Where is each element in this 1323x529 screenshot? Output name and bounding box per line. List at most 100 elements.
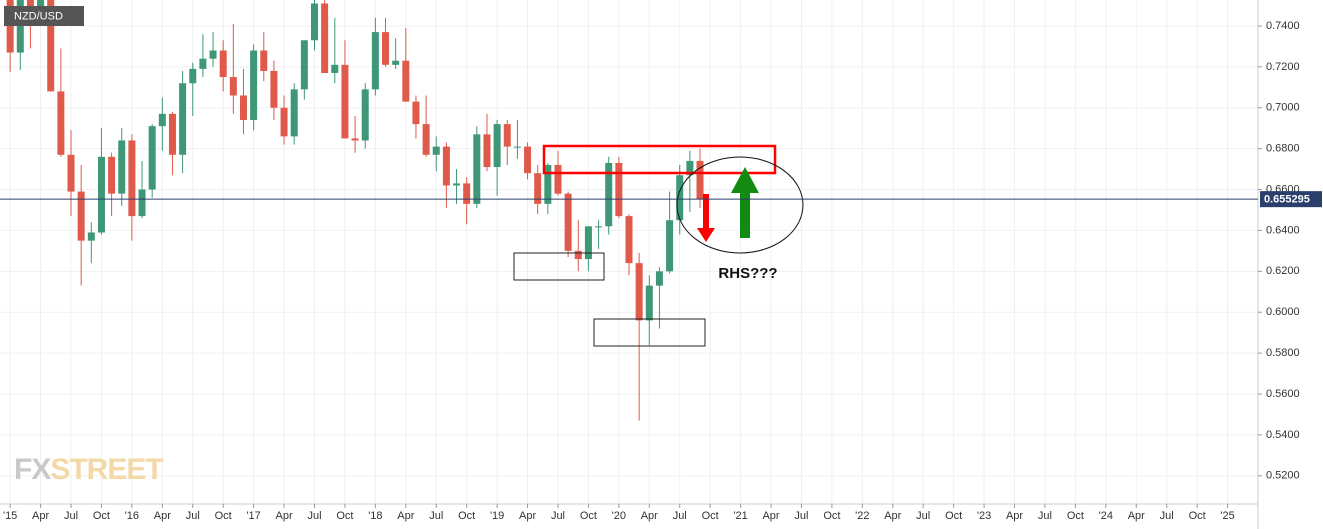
y-tick-label: 0.6800	[1266, 143, 1300, 155]
x-tick-label: Apr	[276, 510, 293, 522]
x-tick-label: Oct	[823, 510, 840, 522]
candle-body	[16, 0, 24, 53]
x-tick-label: '24	[1099, 510, 1113, 522]
candle-body	[402, 60, 410, 102]
candle-body	[168, 113, 176, 155]
candle-body	[595, 226, 603, 228]
x-tick-label: Apr	[884, 510, 901, 522]
candle-body	[209, 50, 217, 59]
candle-body	[67, 154, 75, 192]
x-tick-label: Oct	[702, 510, 719, 522]
up-arrow	[731, 167, 759, 238]
y-tick-label: 0.6200	[1266, 265, 1300, 277]
y-tick-label: 0.7200	[1266, 61, 1300, 73]
x-tick-label: Apr	[154, 510, 171, 522]
candle-body	[138, 189, 146, 217]
candles	[6, 0, 704, 421]
x-tick-label: Apr	[1006, 510, 1023, 522]
candle-body	[544, 165, 552, 204]
candle-body	[382, 32, 390, 65]
x-tick-label: Oct	[945, 510, 962, 522]
annotation-text: RHS???	[718, 265, 777, 282]
candle-body	[412, 101, 420, 125]
x-tick-label: Jul	[673, 510, 687, 522]
x-tick-label: Oct	[1189, 510, 1206, 522]
support-box	[513, 252, 605, 281]
y-tick-label: 0.5600	[1266, 388, 1300, 400]
x-tick-label: '16	[125, 510, 139, 522]
candle-body	[534, 173, 542, 204]
x-tick-label: Apr	[641, 510, 658, 522]
candle-body	[453, 183, 461, 186]
candle-body	[300, 40, 308, 90]
candle-body	[229, 77, 237, 96]
x-tick-label: Apr	[397, 510, 414, 522]
grid	[0, 0, 1258, 504]
candle-body	[26, 0, 34, 10]
candle-body	[280, 107, 288, 137]
x-tick-label: '19	[490, 510, 504, 522]
candle-body	[584, 226, 592, 260]
x-tick-label: Jul	[307, 510, 321, 522]
candle-body	[179, 83, 187, 155]
x-tick-label: Jul	[1038, 510, 1052, 522]
y-tick-label: 0.6400	[1266, 224, 1300, 236]
candle-body	[493, 124, 501, 168]
x-tick-label: Oct	[458, 510, 475, 522]
x-tick-label: Jul	[916, 510, 930, 522]
candle-body	[361, 89, 369, 141]
candle-body	[270, 70, 278, 108]
candle-body	[331, 64, 339, 73]
pattern-circle	[676, 156, 804, 254]
x-tick-label: Jul	[186, 510, 200, 522]
x-tick-label: Oct	[215, 510, 232, 522]
x-tick-label: Apr	[32, 510, 49, 522]
candle-body	[97, 156, 105, 233]
candle-body	[87, 232, 95, 241]
x-tick-label: Apr	[519, 510, 536, 522]
candle-body	[655, 271, 663, 286]
candle-body	[321, 3, 329, 73]
x-tick-label: Jul	[64, 510, 78, 522]
candle-body	[341, 64, 349, 139]
candle-body	[57, 91, 65, 155]
x-tick-label: Jul	[429, 510, 443, 522]
x-tick-label: '21	[733, 510, 747, 522]
candle-body	[6, 0, 14, 53]
candle-body	[625, 216, 633, 264]
x-tick-label: '15	[3, 510, 17, 522]
y-tick-label: 0.5800	[1266, 347, 1300, 359]
candle-body	[148, 126, 156, 190]
candle-body	[108, 156, 116, 194]
candle-body	[199, 58, 207, 69]
x-tick-label: Apr	[1128, 510, 1145, 522]
candle-body	[645, 285, 653, 321]
candle-body	[524, 146, 532, 174]
watermark-part: STREET	[50, 453, 163, 486]
candle-body	[189, 68, 197, 84]
candle-body	[47, 0, 55, 92]
candle-body	[37, 0, 45, 10]
candle-body	[564, 193, 572, 251]
y-tick-label: 0.5400	[1266, 429, 1300, 441]
support-box	[593, 318, 706, 347]
last-price-label: 0.655295	[1264, 194, 1310, 206]
candle-body	[676, 175, 684, 221]
x-tick-label: Jul	[1160, 510, 1174, 522]
candle-body	[158, 113, 166, 127]
candle-body	[615, 162, 623, 217]
candle-body	[422, 124, 430, 155]
candle-body	[473, 134, 481, 204]
y-tick-label: 0.6000	[1266, 306, 1300, 318]
y-tick-label: 0.5200	[1266, 470, 1300, 482]
candle-body	[503, 124, 511, 147]
candle-body	[239, 95, 247, 121]
y-tick-label: 0.7000	[1266, 102, 1300, 114]
last-price-box	[1260, 191, 1322, 208]
resistance-box	[542, 144, 777, 175]
candle-body	[696, 160, 704, 200]
candle-body	[513, 146, 521, 148]
candle-body	[290, 89, 298, 137]
